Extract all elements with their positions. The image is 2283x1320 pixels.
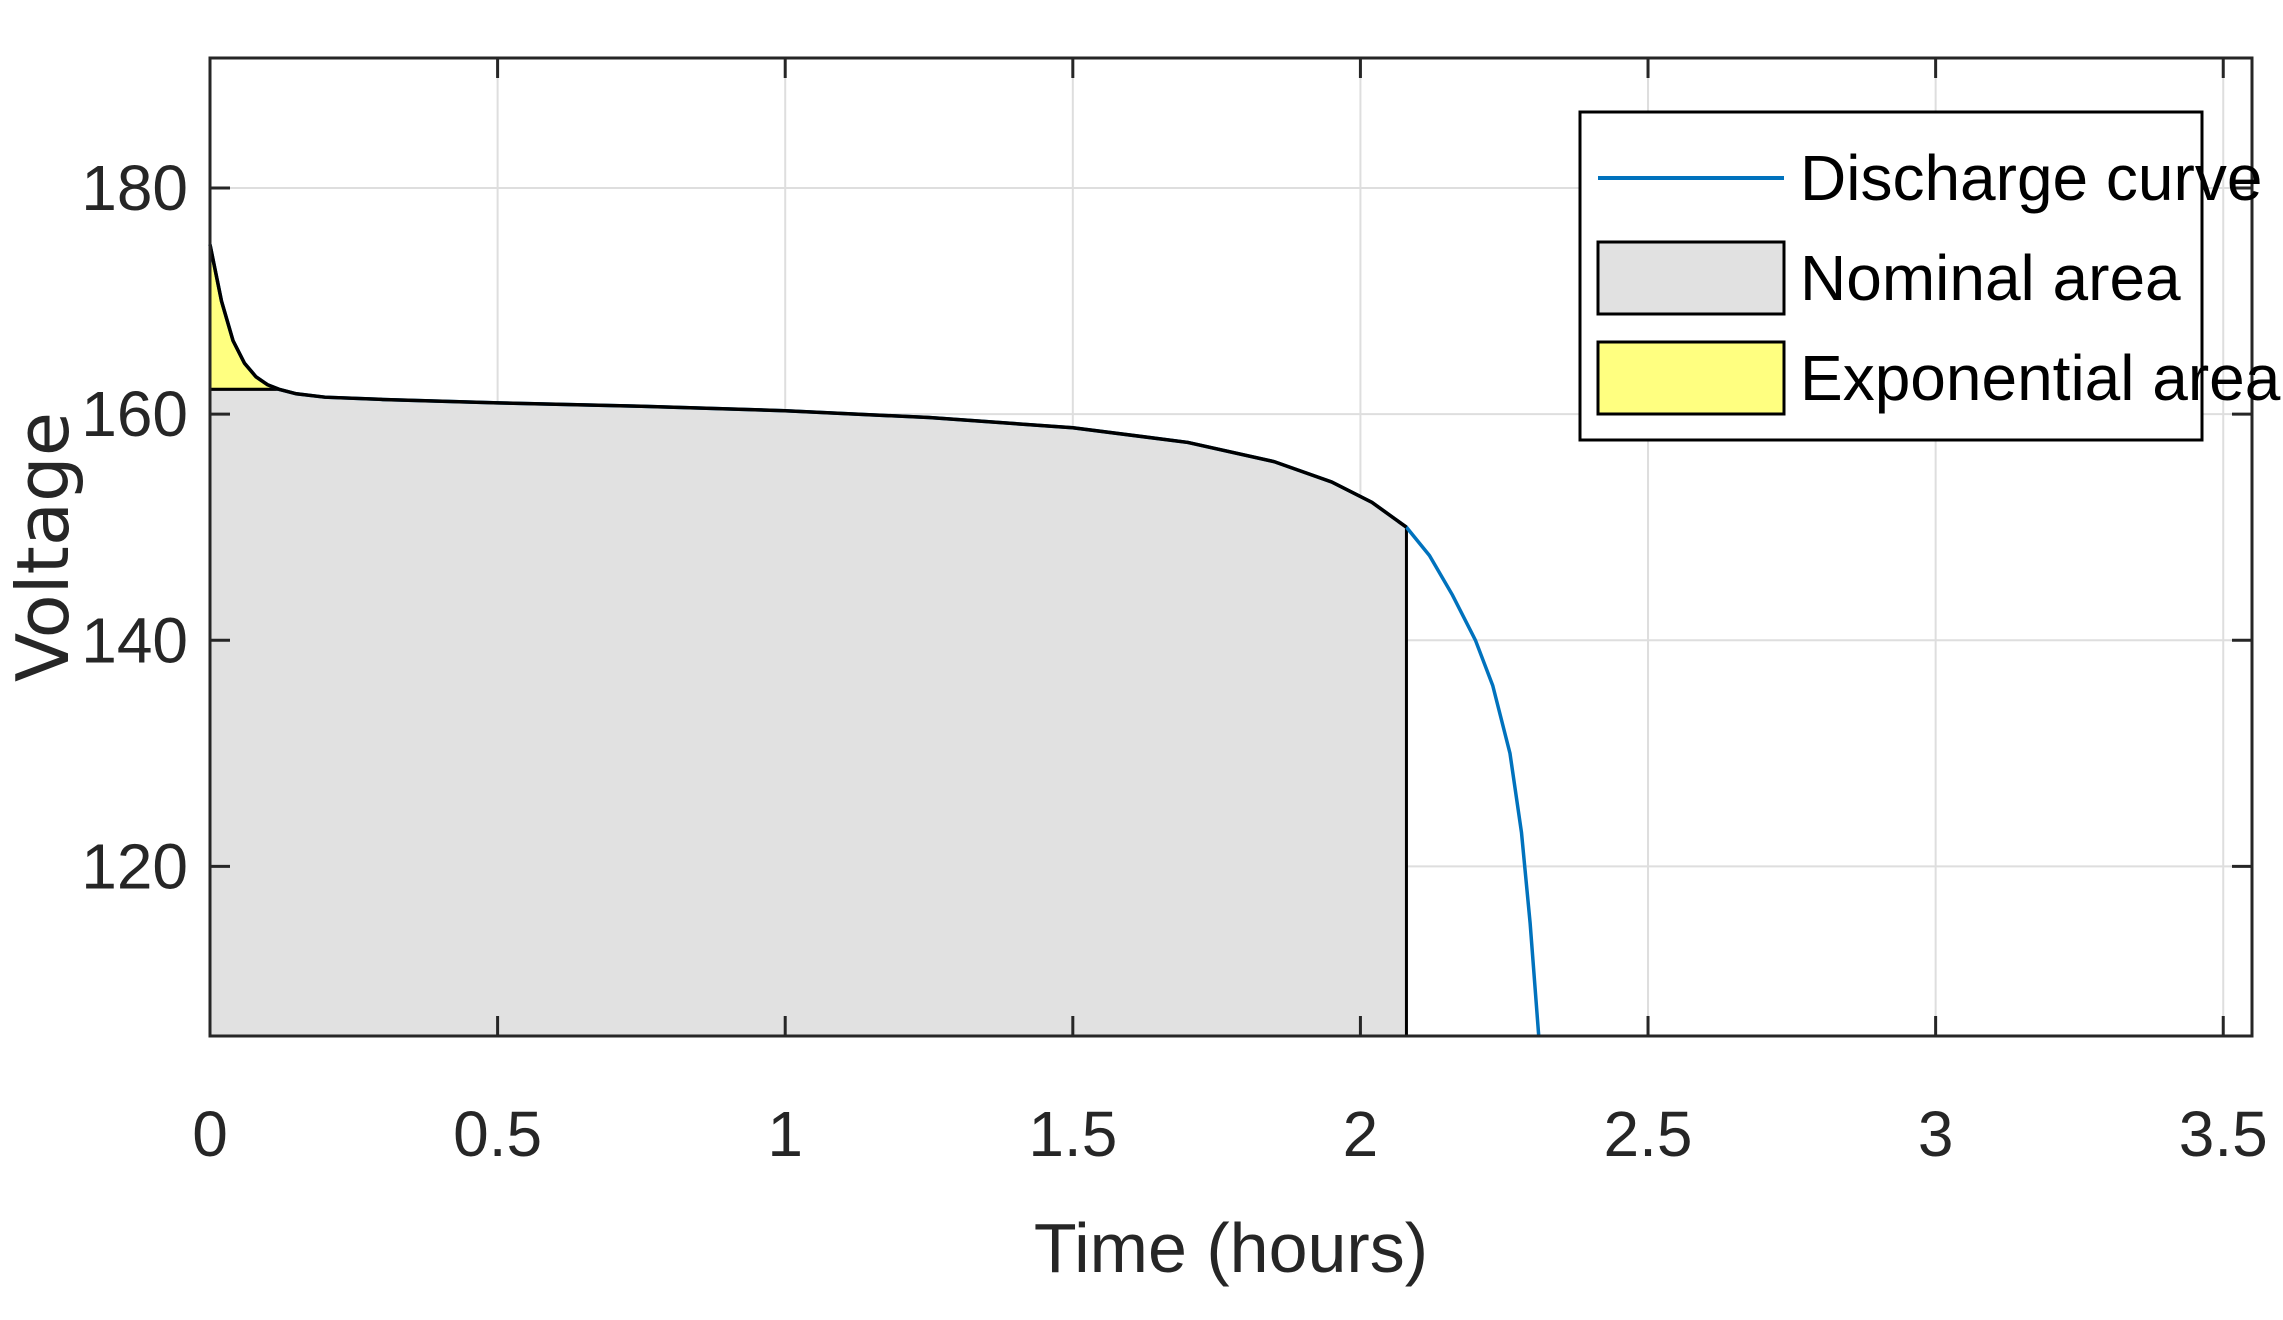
- y-tick-label: 120: [81, 830, 188, 902]
- legend-swatch-exponential-area: [1596, 340, 1786, 416]
- nominal-curve-outline: [208, 244, 1408, 529]
- x-tick-label: 1.5: [1028, 1098, 1117, 1170]
- y-axis-label: Voltage: [1, 412, 85, 682]
- tick-labels: 0 0.5 1 1.5 2 2.5 3 3.5 120 140 160 180: [81, 152, 2268, 1170]
- legend-swatch-nominal-area: [1596, 240, 1786, 316]
- x-tick-label: 2.5: [1604, 1098, 1693, 1170]
- plot-frame: [208, 56, 2254, 1038]
- x-tick-label: 2: [1343, 1098, 1379, 1170]
- x-tick-label: 3.5: [2179, 1098, 2268, 1170]
- y-tick-label: 160: [81, 378, 188, 450]
- exponential-area: [208, 244, 280, 391]
- x-tick-label: 3: [1918, 1098, 1954, 1170]
- legend: Discharge curve Nominal area Exponential a…: [1578, 110, 2281, 442]
- x-tick-label: 0.5: [453, 1098, 542, 1170]
- y-tick-label: 180: [81, 152, 188, 224]
- x-tick-label: 0: [192, 1098, 228, 1170]
- lines: [208, 244, 1541, 1037]
- areas: [208, 244, 1408, 1038]
- legend-label: Discharge curve: [1800, 142, 2262, 214]
- x-axis-label: Time (hours): [1034, 1209, 1428, 1287]
- nominal-area: [208, 387, 1408, 1038]
- x-tick-label: 1: [767, 1098, 803, 1170]
- legend-label: Nominal area: [1800, 242, 2181, 314]
- y-tick-label: 140: [81, 604, 188, 676]
- legend-label: Exponential area: [1800, 342, 2281, 414]
- axes: [208, 56, 2254, 1038]
